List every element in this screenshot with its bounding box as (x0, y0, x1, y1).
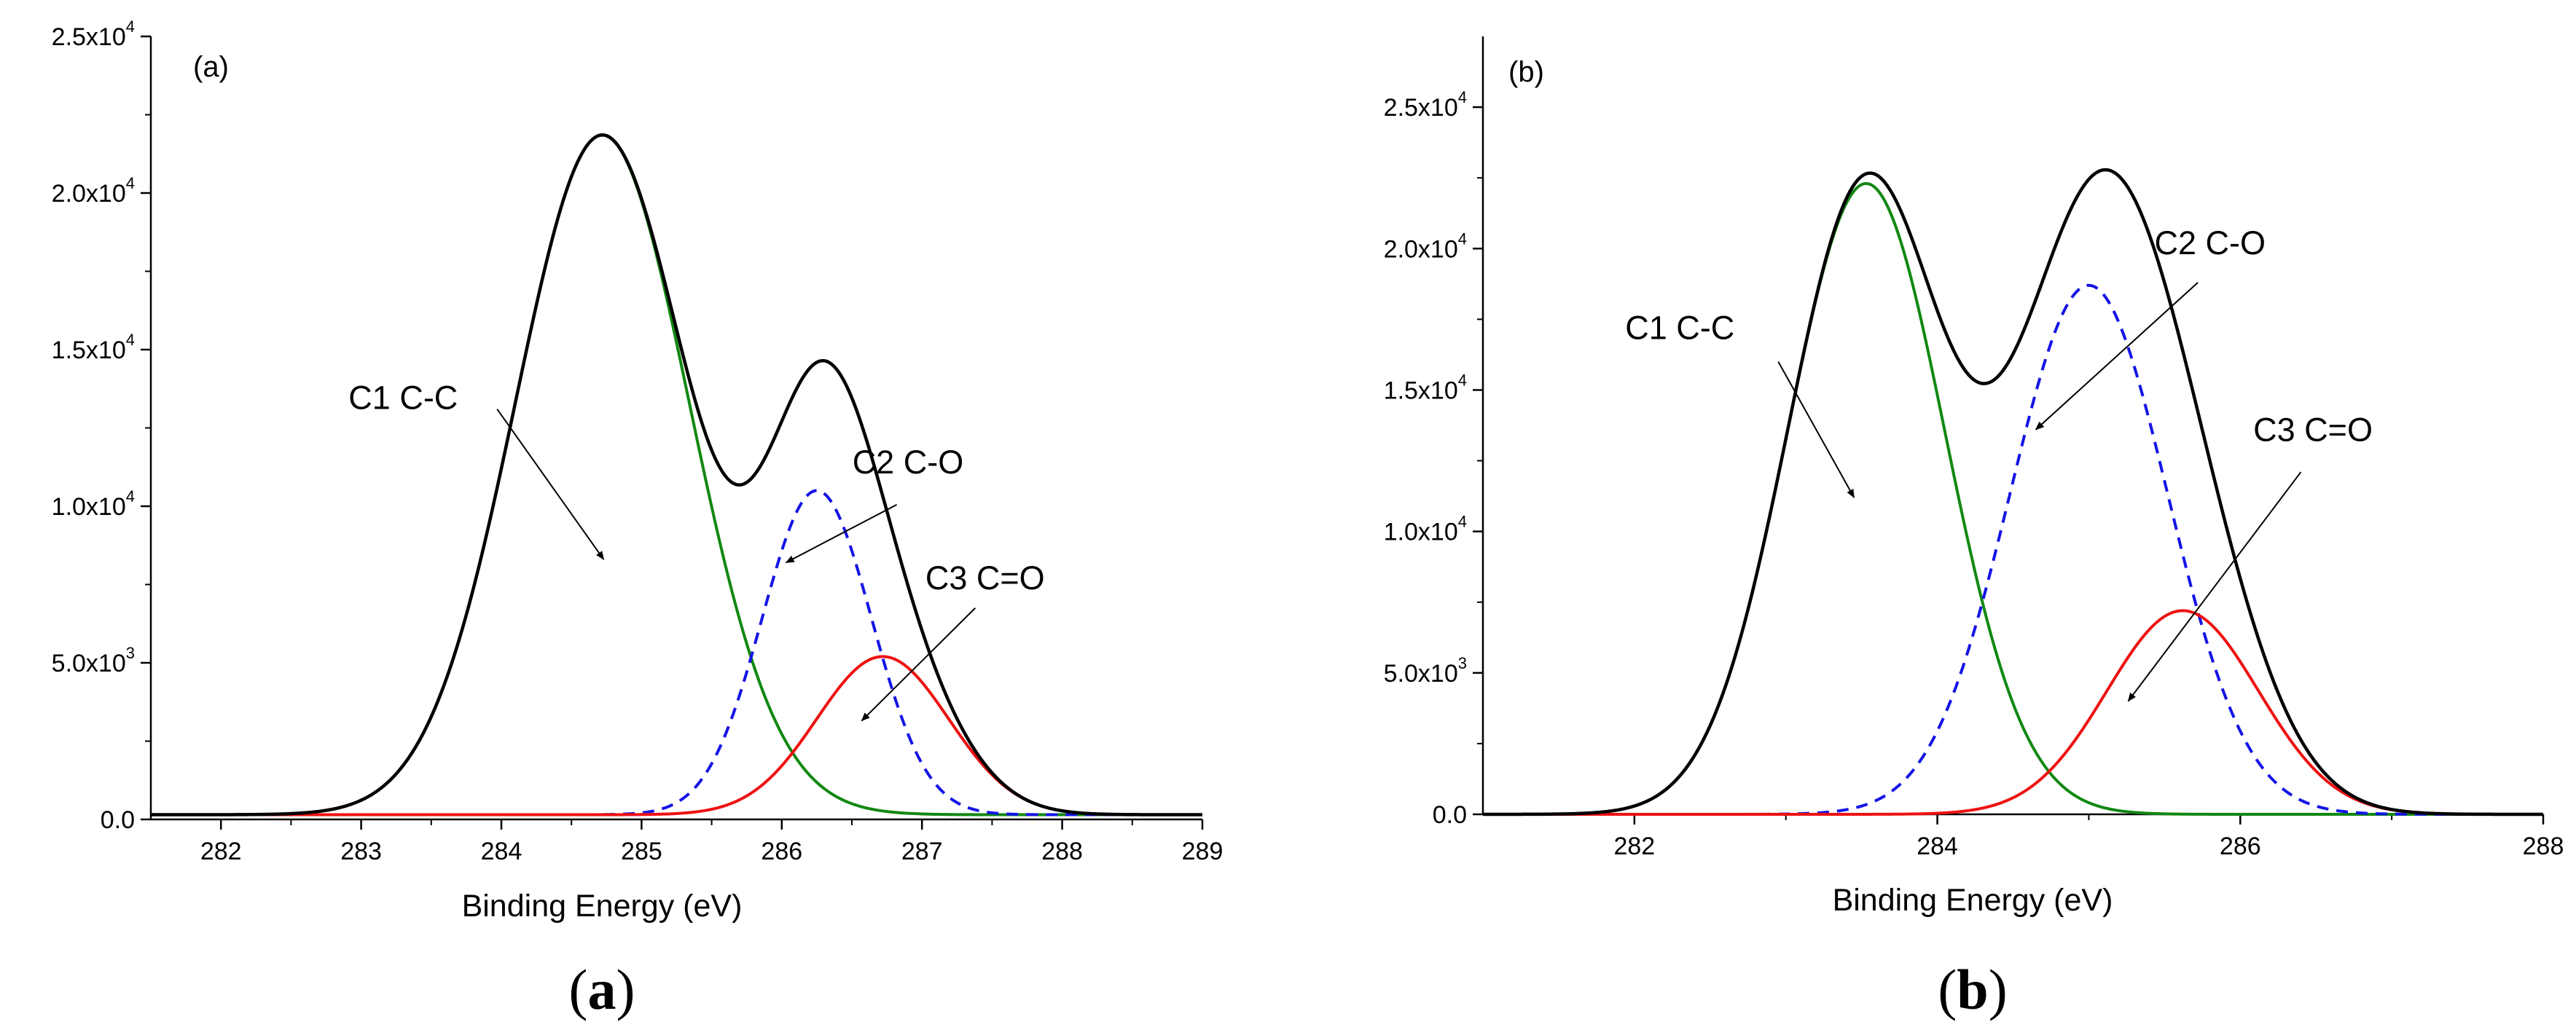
x-tick-label-b: 282 (1613, 833, 1655, 860)
panel-tag-b: (b) (1508, 56, 1544, 88)
annotation-c3-c-o-b: C3 C=O (2253, 411, 2373, 448)
y-tick-label-b: 2.0x104 (1384, 229, 1467, 263)
annotation-arrow-c2-c-o-b (2035, 282, 2199, 430)
series-c3-c-o-b (1483, 609, 2543, 816)
y-tick-exponent-b: 4 (1458, 88, 1467, 106)
y-tick-label-a: 2.5x104 (52, 17, 135, 51)
series-envelope-a (151, 133, 1202, 817)
series-envelope-b (1483, 168, 2543, 817)
x-axis-title-a: Binding Energy (eV) (462, 889, 743, 924)
annotation-arrow-c2-c-o-a (785, 503, 898, 564)
annotation-c1-c-c-b: C1 C-C (1625, 310, 1734, 347)
x-axis-title-b: Binding Energy (eV) (1833, 883, 2113, 918)
chart-panel-b: (b) Binding Energy (eV) (b) 282 284 286 288… (1384, 36, 2564, 1021)
x-tick-label-a: 287 (901, 838, 943, 865)
y-tick-label-a: 1.5x104 (52, 331, 135, 364)
caption-b: (b) (1938, 958, 2007, 1021)
y-tick-exponent-a: 4 (126, 17, 135, 36)
x-tick-label-a: 286 (761, 838, 802, 865)
y-tick-label-b: 5.0x103 (1384, 654, 1467, 688)
series-c1-c-c-a (151, 133, 1202, 817)
y-tick-exponent-b: 3 (1458, 654, 1467, 672)
y-tick-label-b: 1.0x104 (1384, 513, 1467, 546)
y-tick-label-b: 2.5x104 (1384, 88, 1467, 122)
series-c1-c-c-b (1483, 181, 2543, 816)
x-tick-label-a: 289 (1182, 838, 1224, 865)
y-tick-exponent-a: 3 (126, 644, 135, 662)
x-tick-label-b: 286 (2220, 833, 2261, 860)
annotation-arrow-c1-c-c-a (496, 409, 605, 560)
annotation-c3-c-o-a: C3 C=O (925, 559, 1045, 597)
y-tick-exponent-a: 4 (126, 174, 135, 192)
annotation-arrow-c3-c-o-a (861, 607, 976, 722)
y-tick-label-a: 0.0 (101, 806, 135, 834)
x-tick-label-b: 288 (2523, 833, 2564, 860)
y-tick-label-a: 1.0x104 (52, 487, 135, 521)
chart-panel-a: (a) Binding Energy (eV) (a) 282 283 284 285… (52, 17, 1224, 1021)
x-tick-label-a: 285 (621, 838, 662, 865)
series-c2-c-o-a (151, 489, 1202, 817)
x-tick-label-a: 284 (481, 838, 522, 865)
y-tick-label-a: 2.0x104 (52, 174, 135, 208)
annotation-c2-c-o-b: C2 C-O (2154, 224, 2266, 261)
annotation-c1-c-c-a: C1 C-C (348, 379, 458, 417)
y-tick-label-a: 5.0x103 (52, 644, 135, 677)
annotation-arrow-c3-c-o-b (2127, 471, 2302, 702)
x-tick-label-b: 284 (1917, 833, 1958, 860)
panel-tag-a: (a) (193, 51, 229, 83)
y-tick-exponent-b: 4 (1458, 513, 1467, 531)
y-tick-exponent-a: 4 (126, 487, 135, 505)
x-tick-label-a: 288 (1041, 838, 1083, 865)
caption-a-letter: a (588, 958, 616, 1021)
y-tick-exponent-a: 4 (126, 331, 135, 349)
x-tick-label-a: 283 (340, 838, 382, 865)
series-c3-c-o-a (151, 655, 1202, 817)
annotation-c2-c-o-a: C2 C-O (853, 444, 964, 481)
y-tick-exponent-b: 4 (1458, 229, 1467, 248)
y-tick-label-b: 1.5x104 (1384, 371, 1467, 404)
caption-a: (a) (569, 958, 635, 1021)
x-tick-label-a: 282 (200, 838, 242, 865)
caption-b-letter: b (1957, 958, 1988, 1021)
y-tick-label-b: 0.0 (1433, 801, 1467, 829)
annotation-arrow-c1-c-c-b (1777, 361, 1855, 498)
series-c2-c-o-b (1483, 283, 2543, 816)
y-tick-exponent-b: 4 (1458, 371, 1467, 389)
